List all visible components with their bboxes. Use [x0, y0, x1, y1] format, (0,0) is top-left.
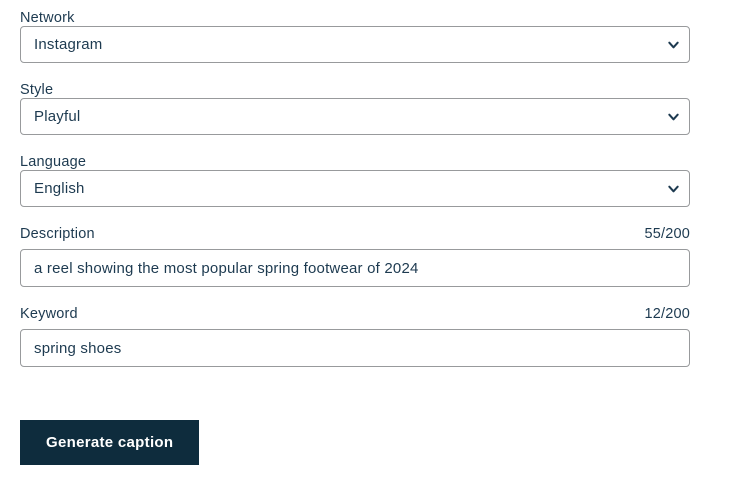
network-label: Network: [20, 10, 75, 26]
keyword-input[interactable]: [20, 329, 690, 367]
description-input[interactable]: [20, 249, 690, 287]
caption-generator-form: Network Instagram Style Playful: [20, 10, 690, 465]
description-char-counter: 55/200: [644, 226, 690, 242]
description-label-row: Description 55/200: [20, 226, 690, 242]
field-group-keyword: Keyword 12/200: [20, 306, 690, 367]
field-group-description: Description 55/200: [20, 226, 690, 287]
network-select[interactable]: Instagram: [20, 26, 690, 63]
description-label: Description: [20, 226, 95, 242]
network-select-wrap: Instagram: [20, 26, 690, 63]
field-group-style: Style Playful: [20, 82, 690, 135]
field-group-language: Language English: [20, 154, 690, 207]
generate-caption-button[interactable]: Generate caption: [20, 420, 200, 465]
keyword-char-counter: 12/200: [644, 306, 690, 322]
language-select[interactable]: English: [20, 170, 690, 207]
style-select[interactable]: Playful: [20, 98, 690, 135]
keyword-label-row: Keyword 12/200: [20, 306, 690, 322]
field-group-network: Network Instagram: [20, 10, 690, 63]
language-label: Language: [20, 154, 87, 170]
style-label: Style: [20, 82, 54, 98]
language-select-wrap: English: [20, 170, 690, 207]
style-select-wrap: Playful: [20, 98, 690, 135]
keyword-label: Keyword: [20, 306, 78, 322]
